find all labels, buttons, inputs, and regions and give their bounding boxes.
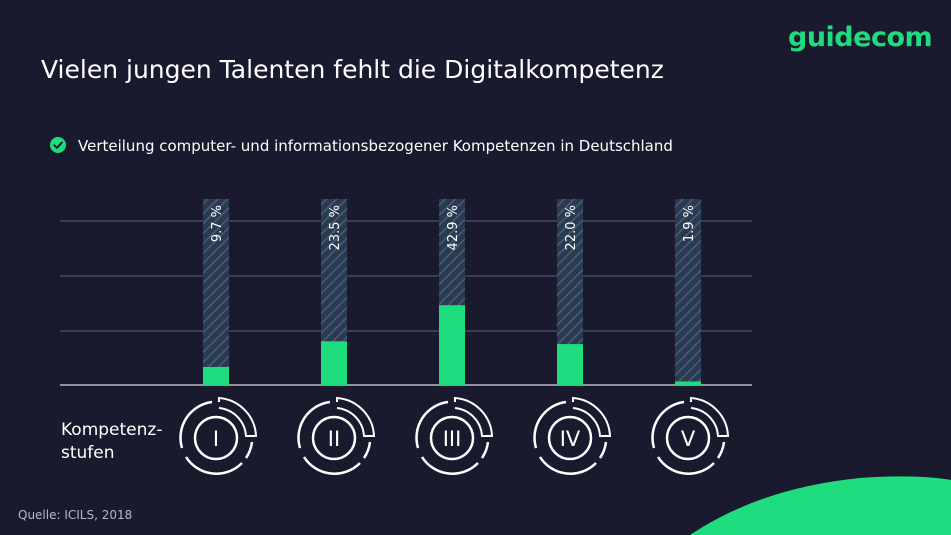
kompetenz-stufen-label: Kompetenz- stufen (61, 419, 181, 465)
chart-subtitle: Verteilung computer- und informationsbez… (78, 137, 673, 155)
bar-IV (557, 344, 583, 385)
bar-background-V (675, 199, 701, 385)
level-icon-III: III (415, 396, 494, 475)
bar-I (203, 366, 229, 385)
bar-V (675, 381, 701, 385)
level-icon-V: V (651, 396, 730, 475)
bar-II (321, 341, 347, 385)
bar-III (439, 305, 465, 385)
bar-background-I (203, 199, 229, 385)
level-label-III: III (443, 427, 462, 451)
source-note: Quelle: ICILS, 2018 (18, 508, 133, 522)
level-label-V: V (681, 427, 696, 451)
bar-label-I: 9.7 % (210, 205, 225, 242)
kompetenz-label-line2: stufen (61, 443, 115, 463)
level-label-I: I (213, 427, 219, 451)
level-label-II: II (328, 427, 340, 451)
level-icons: I II III IV V (179, 396, 730, 475)
bar-label-IV: 22.0 % (564, 205, 579, 250)
level-icon-IV: IV (533, 396, 612, 475)
check-circle-icon (50, 137, 66, 153)
kompetenz-label-line1: Kompetenz- (61, 420, 163, 440)
page-title: Vielen jungen Talenten fehlt die Digital… (41, 55, 664, 84)
level-icon-I: I (179, 396, 258, 475)
level-icon-II: II (297, 396, 376, 475)
level-label-IV: IV (560, 427, 581, 451)
guidecom-logo: guidecom (788, 22, 933, 53)
bar-label-II: 23.5 % (328, 205, 343, 250)
bar-label-III: 42.9 % (446, 205, 461, 250)
chart-bars: 9.7 % 23.5 % 42.9 % 22.0 % 1.9 % (203, 199, 701, 385)
chart-gridlines (60, 220, 752, 386)
bar-label-V: 1.9 % (682, 205, 697, 242)
